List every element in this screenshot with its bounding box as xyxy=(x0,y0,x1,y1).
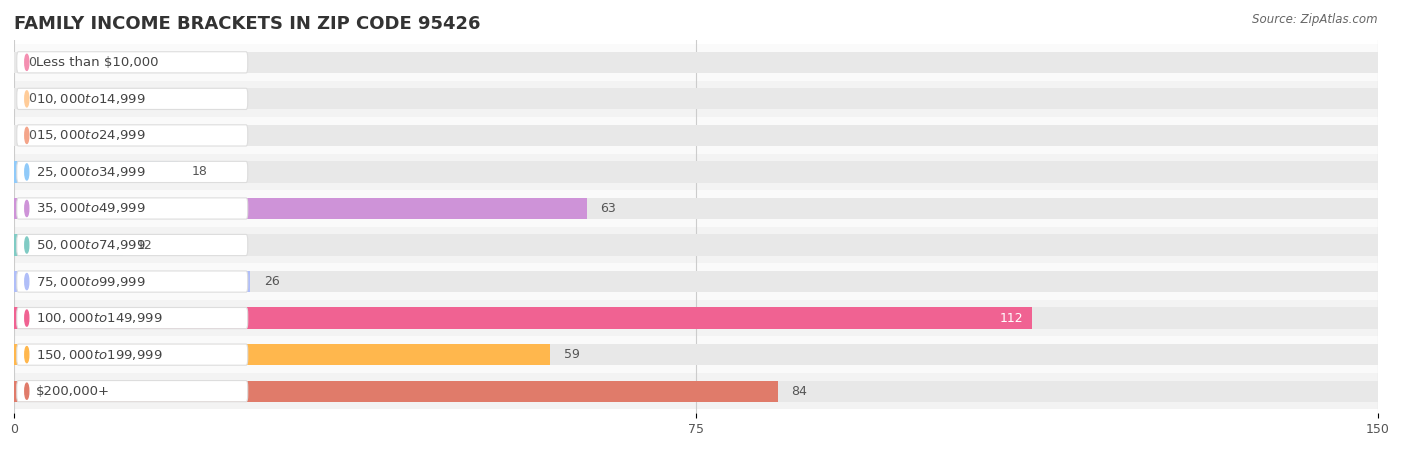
Bar xyxy=(14,198,1378,219)
Bar xyxy=(14,44,1378,81)
FancyBboxPatch shape xyxy=(17,52,247,73)
Text: 84: 84 xyxy=(792,385,807,398)
Text: $100,000 to $149,999: $100,000 to $149,999 xyxy=(37,311,163,325)
Circle shape xyxy=(25,310,28,326)
Bar xyxy=(14,161,1378,183)
FancyBboxPatch shape xyxy=(17,308,247,329)
Circle shape xyxy=(25,54,28,70)
FancyBboxPatch shape xyxy=(17,344,247,365)
Bar xyxy=(14,271,250,292)
Bar xyxy=(14,234,124,255)
Text: 26: 26 xyxy=(264,275,280,288)
Circle shape xyxy=(25,91,28,107)
Text: $75,000 to $99,999: $75,000 to $99,999 xyxy=(37,274,146,289)
FancyBboxPatch shape xyxy=(17,161,247,183)
Circle shape xyxy=(25,237,28,253)
Text: 63: 63 xyxy=(600,202,616,215)
Bar xyxy=(14,198,586,219)
Text: 112: 112 xyxy=(1000,312,1024,325)
Text: $25,000 to $34,999: $25,000 to $34,999 xyxy=(37,165,146,179)
Text: $10,000 to $14,999: $10,000 to $14,999 xyxy=(37,92,146,106)
Circle shape xyxy=(25,128,28,144)
Bar xyxy=(14,161,177,183)
Bar xyxy=(14,263,1378,300)
Text: 18: 18 xyxy=(191,165,207,178)
Bar xyxy=(14,308,1032,329)
Text: $200,000+: $200,000+ xyxy=(37,385,110,398)
Text: 59: 59 xyxy=(564,348,581,361)
Bar xyxy=(14,336,1378,373)
Circle shape xyxy=(25,200,28,216)
Bar xyxy=(14,88,1378,110)
Text: $150,000 to $199,999: $150,000 to $199,999 xyxy=(37,348,163,361)
Text: 0: 0 xyxy=(28,56,35,69)
Circle shape xyxy=(25,383,28,399)
Circle shape xyxy=(25,164,28,180)
Bar xyxy=(14,300,1378,336)
Text: $15,000 to $24,999: $15,000 to $24,999 xyxy=(37,128,146,142)
Text: 12: 12 xyxy=(136,238,153,251)
Bar xyxy=(14,234,1378,255)
FancyBboxPatch shape xyxy=(17,88,247,110)
Bar xyxy=(14,190,1378,227)
FancyBboxPatch shape xyxy=(17,198,247,219)
Bar xyxy=(14,344,551,365)
Text: FAMILY INCOME BRACKETS IN ZIP CODE 95426: FAMILY INCOME BRACKETS IN ZIP CODE 95426 xyxy=(14,15,481,33)
Circle shape xyxy=(25,273,28,290)
Bar xyxy=(14,381,778,402)
Circle shape xyxy=(25,347,28,363)
Bar xyxy=(14,81,1378,117)
FancyBboxPatch shape xyxy=(17,271,247,292)
FancyBboxPatch shape xyxy=(17,381,247,402)
Bar xyxy=(14,125,1378,146)
FancyBboxPatch shape xyxy=(17,125,247,146)
Text: 0: 0 xyxy=(28,92,35,106)
Text: $35,000 to $49,999: $35,000 to $49,999 xyxy=(37,202,146,216)
Bar xyxy=(14,52,1378,73)
Bar xyxy=(14,344,1378,365)
FancyBboxPatch shape xyxy=(17,234,247,255)
Text: 0: 0 xyxy=(28,129,35,142)
Bar xyxy=(14,154,1378,190)
Bar xyxy=(14,373,1378,409)
Bar xyxy=(14,227,1378,263)
Bar xyxy=(14,308,1378,329)
Text: Source: ZipAtlas.com: Source: ZipAtlas.com xyxy=(1253,13,1378,26)
Bar xyxy=(14,117,1378,154)
Bar xyxy=(14,381,1378,402)
Text: Less than $10,000: Less than $10,000 xyxy=(37,56,159,69)
Bar xyxy=(14,271,1378,292)
Text: $50,000 to $74,999: $50,000 to $74,999 xyxy=(37,238,146,252)
